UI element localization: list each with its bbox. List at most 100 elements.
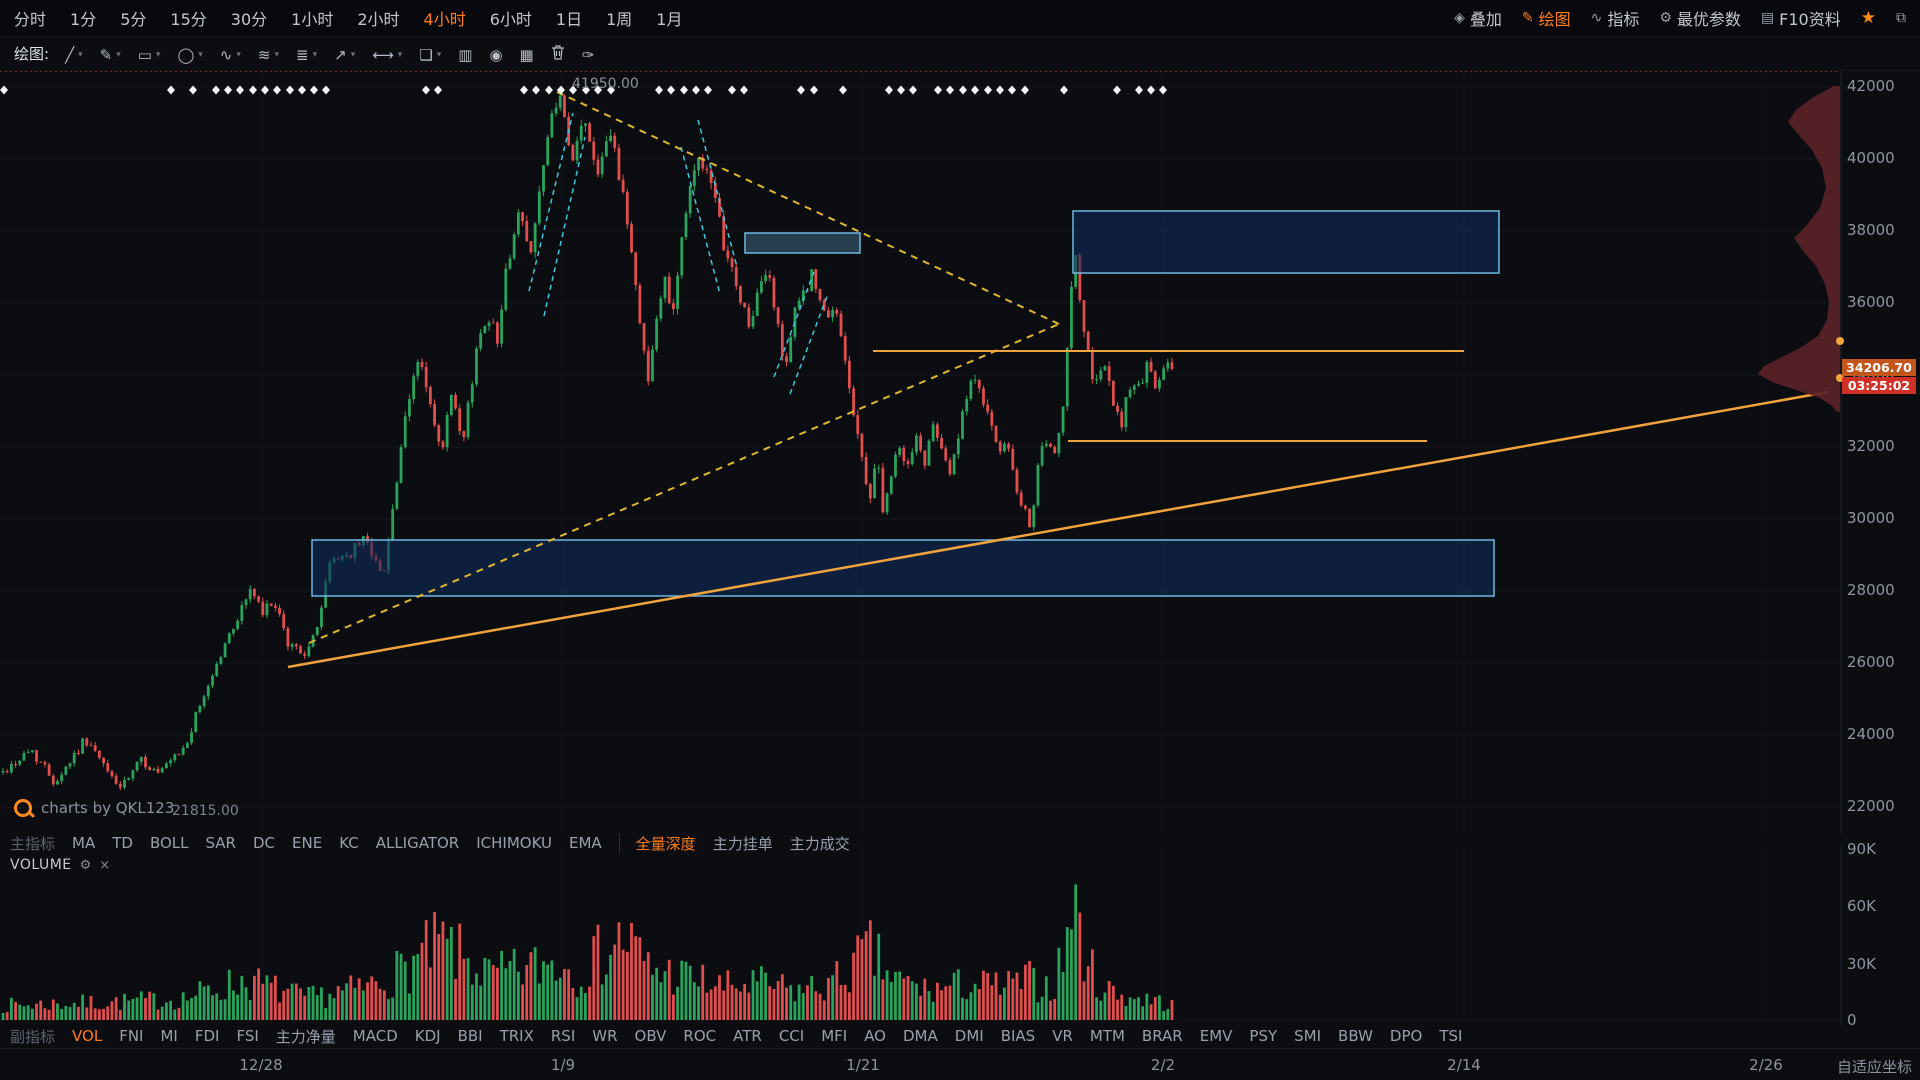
sub-indicator-MACD[interactable]: MACD <box>352 1027 398 1045</box>
sub-indicator-OBV[interactable]: OBV <box>634 1027 667 1045</box>
drawing-toolbar: 绘图: ╱ ▾ ✎ ▾ ▭ ▾ ◯ ▾ ∿ ▾ ≋ ▾ ≣ ▾ ↗ ▾ ⟷ ▾ ❏ ▾ ▥ ◉ ▦ ✑ <box>0 37 1920 71</box>
draw-button[interactable]: ✎ 绘图 <box>1522 6 1571 30</box>
sub-indicator-EMV[interactable]: EMV <box>1199 1027 1233 1045</box>
optimal-params-button[interactable]: ⚙ 最优参数 <box>1659 6 1741 30</box>
adaptive-coords-button[interactable]: 自适应坐标 <box>1836 1058 1912 1076</box>
sub-indicator-FSI[interactable]: FSI <box>236 1027 259 1045</box>
fullscreen-button[interactable]: ⧉ <box>1896 10 1906 26</box>
indicators-button[interactable]: ∿ 指标 <box>1591 6 1640 30</box>
timeframe-1月[interactable]: 1月 <box>656 10 683 29</box>
fib-tool[interactable]: ≋ ▾ <box>258 46 279 64</box>
f10-info-button[interactable]: ▤ F10资料 <box>1761 6 1841 30</box>
sub-indicator-TRIX[interactable]: TRIX <box>499 1027 534 1045</box>
sub-indicator-SMI[interactable]: SMI <box>1294 1027 1322 1045</box>
sub-indicator-BBW[interactable]: BBW <box>1338 1027 1373 1045</box>
rectangle-tool[interactable]: ▭ ▾ <box>138 46 161 64</box>
optimal-params-button-label: 最优参数 <box>1676 10 1741 29</box>
marker-tool[interactable]: ◉ <box>489 46 502 64</box>
main-indicator-tabs: 主指标 MA TD BOLL SAR DC ENE KC ALLIGATOR ICHIMOKU EM… <box>10 832 867 854</box>
low-price-label: 21815.00 <box>172 803 239 819</box>
main-indicator-主力挂单[interactable]: 主力挂单 <box>712 834 773 853</box>
qkl-search-icon <box>14 799 32 817</box>
timeframe-1周[interactable]: 1周 <box>606 10 633 29</box>
sub-indicator-MTM[interactable]: MTM <box>1089 1027 1125 1045</box>
date-axis[interactable]: 12/28 1/9 1/21 2/2 2/14 2/26 <box>0 1048 1920 1080</box>
main-indicator-ENE[interactable]: ENE <box>292 834 323 852</box>
sub-indicator-主力净量[interactable]: 主力净量 <box>275 1027 336 1046</box>
sub-indicator-VR[interactable]: VR <box>1052 1027 1073 1045</box>
timeframe-分时[interactable]: 分时 <box>14 10 47 29</box>
sub-indicator-DPO[interactable]: DPO <box>1389 1027 1423 1045</box>
price-axis-label: 42000 <box>1847 77 1895 95</box>
sub-indicator-MFI[interactable]: MFI <box>821 1027 848 1045</box>
sub-indicator-DMI[interactable]: DMI <box>954 1027 984 1045</box>
channel-tool[interactable]: ≣ ▾ <box>296 46 317 64</box>
measure-icon: ⟷ <box>372 45 394 64</box>
measure-tool[interactable]: ⟷ ▾ <box>372 46 402 64</box>
main-indicator-SAR[interactable]: SAR <box>205 834 236 852</box>
main-indicator-EMA[interactable]: EMA <box>568 834 602 852</box>
timeframe-2小时[interactable]: 2小时 <box>357 10 400 29</box>
sub-indicator-PSY[interactable]: PSY <box>1249 1027 1278 1045</box>
timeframe-15分[interactable]: 15分 <box>170 10 207 29</box>
main-indicator-KC[interactable]: KC <box>339 834 359 852</box>
highlight-tool[interactable]: ✑ <box>582 46 595 64</box>
main-indicator-全量深度[interactable]: 全量深度 <box>618 832 696 854</box>
overlay-button[interactable]: ◈ 叠加 <box>1454 6 1502 30</box>
timeframe-6小时[interactable]: 6小时 <box>489 10 532 29</box>
event-markers <box>0 85 1167 95</box>
timeframe-1小时[interactable]: 1小时 <box>291 10 334 29</box>
sub-indicator-BRAR[interactable]: BRAR <box>1141 1027 1183 1045</box>
sub-indicator-BIAS[interactable]: BIAS <box>1000 1027 1036 1045</box>
main-indicator-DC[interactable]: DC <box>252 834 276 852</box>
timeframe-30分[interactable]: 30分 <box>230 10 268 29</box>
volume-profile-tool[interactable]: ▥ <box>458 46 472 64</box>
sub-indicator-KDJ[interactable]: KDJ <box>414 1027 441 1045</box>
price-axis-label: 22000 <box>1847 797 1895 815</box>
timeframe-5分[interactable]: 5分 <box>120 10 147 29</box>
timeframe-1分[interactable]: 1分 <box>70 10 97 29</box>
wave-tool[interactable]: ∿ ▾ <box>220 46 241 64</box>
histogram-tool[interactable]: ▦ <box>520 46 534 64</box>
main-indicator-TD[interactable]: TD <box>112 834 133 852</box>
sub-indicator-DMA[interactable]: DMA <box>903 1027 938 1045</box>
sub-indicator-CCI[interactable]: CCI <box>778 1027 805 1045</box>
sub-indicator-ATR[interactable]: ATR <box>733 1027 762 1045</box>
candles <box>1 90 1174 791</box>
sub-indicator-AO[interactable]: AO <box>864 1027 886 1045</box>
timeframe-1日[interactable]: 1日 <box>555 10 583 29</box>
ellipse-tool[interactable]: ◯ ▾ <box>177 46 202 64</box>
price-axis-label: 30000 <box>1847 509 1895 527</box>
price-axis-label: 26000 <box>1847 653 1895 671</box>
main-indicator-BOLL[interactable]: BOLL <box>149 834 189 852</box>
main-indicator-ICHIMOKU[interactable]: ICHIMOKU <box>476 834 552 852</box>
line-tool[interactable]: ╱ ▾ <box>65 46 83 64</box>
main-indicator-MA[interactable]: MA <box>72 834 96 852</box>
gear-icon[interactable]: ⚙ <box>79 857 92 873</box>
price-axis-label: 28000 <box>1847 581 1895 599</box>
favorite-star-button[interactable]: ★ <box>1861 8 1876 28</box>
pencil-tool[interactable]: ✎ ▾ <box>100 46 121 64</box>
sub-indicator-MI[interactable]: MI <box>160 1027 178 1045</box>
volume-chart-canvas[interactable] <box>0 845 1920 1025</box>
price-chart-canvas[interactable] <box>0 71 1920 833</box>
sub-indicator-FNI[interactable]: FNI <box>119 1027 144 1045</box>
main-indicator-ALLIGATOR[interactable]: ALLIGATOR <box>375 834 460 852</box>
main-indicator-主力成交[interactable]: 主力成交 <box>789 834 850 853</box>
timeframe-4小时[interactable]: 4小时 <box>423 10 466 29</box>
sub-indicator-WR[interactable]: WR <box>592 1027 618 1045</box>
price-axis-label: 40000 <box>1847 149 1895 167</box>
price-axis-label: 38000 <box>1847 221 1895 239</box>
close-icon[interactable]: × <box>99 857 111 873</box>
arrow-tool[interactable]: ↗ ▾ <box>334 46 355 64</box>
sub-indicator-BBI[interactable]: BBI <box>457 1027 483 1045</box>
annotation-tool[interactable]: ❏ ▾ <box>419 46 441 64</box>
sub-indicator-ROC[interactable]: ROC <box>683 1027 717 1045</box>
rectangle-icon: ▭ <box>137 45 152 64</box>
delete-drawings-tool[interactable] <box>551 44 565 60</box>
sub-indicator-VOL[interactable]: VOL <box>72 1027 103 1045</box>
sub-indicator-RSI[interactable]: RSI <box>550 1027 576 1045</box>
arrow-icon: ↗ <box>334 45 347 64</box>
sub-indicator-TSI[interactable]: TSI <box>1439 1027 1463 1045</box>
sub-indicator-FDI[interactable]: FDI <box>194 1027 220 1045</box>
